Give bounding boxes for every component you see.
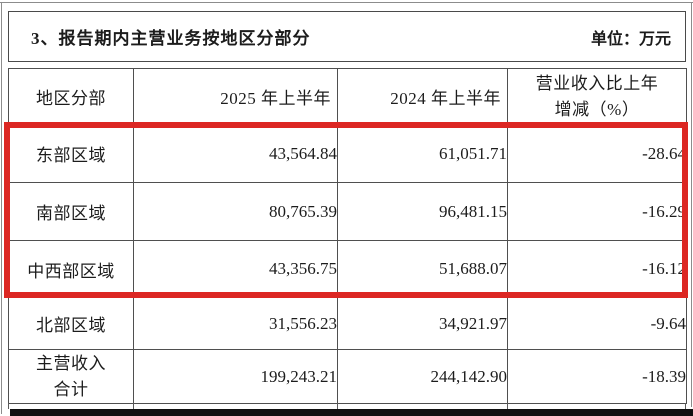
grid-stub xyxy=(685,403,686,409)
total-label-line1: 主营收入 xyxy=(36,354,106,373)
table-row-north: 北部区域 31,556.23 34,921.97 -9.64 xyxy=(8,297,687,350)
value-2025: 43,564.84 xyxy=(133,124,338,183)
table-row-east: 东部区域 43,564.84 61,051.71 -28.64 xyxy=(8,124,687,183)
header-2024: 2024 年上半年 xyxy=(337,68,508,125)
page-border-right xyxy=(691,2,692,407)
section-title-box: 3、报告期内主营业务按地区分部分 单位：万元 xyxy=(8,11,686,62)
grid-stub xyxy=(507,403,508,409)
value-2024: 96,481.15 xyxy=(337,182,508,241)
header-change-line1: 营业收入比上年 xyxy=(535,74,659,93)
value-2025: 31,556.23 xyxy=(133,297,338,350)
value-2025-total: 199,243.21 xyxy=(133,349,338,404)
section-title: 3、报告期内主营业务按地区分部分 xyxy=(31,29,311,48)
grid-stub xyxy=(133,403,134,409)
value-change-total: -18.39 xyxy=(507,349,687,404)
table-header-row: 地区分部 2025 年上半年 2024 年上半年 营业收入比上年 增减（%） xyxy=(8,68,687,125)
header-change: 营业收入比上年 增减（%） xyxy=(507,68,687,125)
value-change: -9.64 xyxy=(507,297,687,350)
header-2025: 2025 年上半年 xyxy=(133,68,338,125)
grid-stub xyxy=(8,403,9,409)
value-2025: 80,765.39 xyxy=(133,182,338,241)
cropped-bottom-bar xyxy=(10,409,693,416)
page-border-left xyxy=(1,2,2,414)
value-change: -28.64 xyxy=(507,124,687,183)
value-2024: 51,688.07 xyxy=(337,240,508,298)
value-change: -16.12 xyxy=(507,240,687,298)
table-row-south: 南部区域 80,765.39 96,481.15 -16.29 xyxy=(8,182,687,241)
unit-label: 单位：万元 xyxy=(590,30,671,48)
region-label: 中西部区域 xyxy=(8,240,134,298)
header-region: 地区分部 xyxy=(8,68,134,125)
region-label: 南部区域 xyxy=(8,182,134,241)
page-border-top xyxy=(0,2,693,3)
value-2024-total: 244,142.90 xyxy=(337,349,508,404)
table-row-midwest: 中西部区域 43,356.75 51,688.07 -16.12 xyxy=(8,240,687,298)
region-label-total: 主营收入 合计 xyxy=(8,349,134,404)
value-2024: 61,051.71 xyxy=(337,124,508,183)
region-label: 北部区域 xyxy=(8,297,134,350)
table-row-total: 主营收入 合计 199,243.21 244,142.90 -18.39 xyxy=(8,349,687,404)
header-change-line2: 增减（%） xyxy=(554,99,640,119)
total-label-line2: 合计 xyxy=(53,379,89,399)
value-change: -16.29 xyxy=(507,182,687,241)
region-segment-table: 地区分部 2025 年上半年 2024 年上半年 营业收入比上年 增减（%） 东… xyxy=(8,68,687,404)
value-2025: 43,356.75 xyxy=(133,240,338,298)
region-label: 东部区域 xyxy=(8,124,134,183)
grid-stub xyxy=(337,403,338,409)
value-2024: 34,921.97 xyxy=(337,297,508,350)
